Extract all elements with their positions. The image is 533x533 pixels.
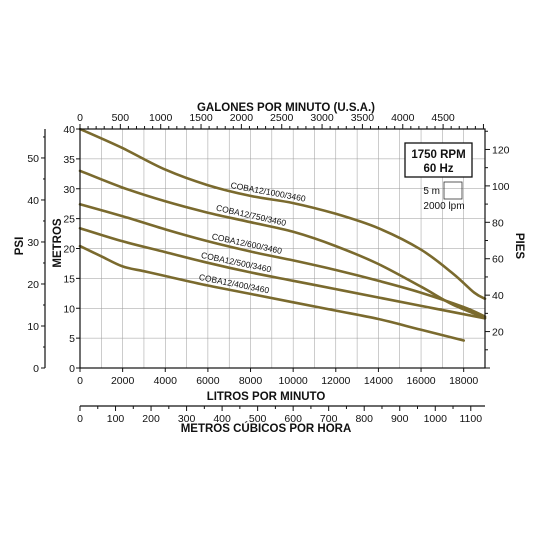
x-tick-label: 2000 — [111, 375, 135, 387]
curve-line — [78, 127, 487, 300]
curve-label: COBA12/750/3460 — [215, 203, 287, 228]
metros-axis-title: METROS — [52, 218, 64, 268]
metros-tick-label: 40 — [63, 124, 75, 136]
psi-tick-label: 10 — [27, 321, 39, 333]
metros-tick-label: 25 — [63, 214, 75, 226]
psi-tick-label: 0 — [33, 363, 39, 375]
bottom2-tick-label: 200 — [142, 413, 160, 425]
x-tick-label: 6000 — [196, 375, 220, 387]
psi-tick-label: 30 — [27, 237, 39, 249]
top-tick-label: 3000 — [310, 112, 334, 124]
pies-tick-label: 40 — [492, 290, 504, 302]
axes: 0 2000 4000 6000 8000 10000 12000 14000 16000 180… — [27, 112, 509, 425]
scale-y-label: 5 m — [423, 186, 440, 197]
curve-line — [78, 203, 487, 318]
metros-tick-label: 35 — [63, 154, 75, 166]
rpm-label: 1750 RPM — [411, 149, 465, 161]
bottom2-tick-label: 300 — [178, 413, 196, 425]
x-tick-label: 14000 — [364, 375, 393, 387]
bottom2-tick-label: 700 — [320, 413, 338, 425]
psi-tick-label: 40 — [27, 195, 39, 207]
top-tick-label: 0 — [77, 112, 83, 124]
psi-axis-title: PSI — [14, 237, 26, 256]
scale-legend: 5 m 2000 lpm — [423, 181, 465, 212]
x-tick-label: 4000 — [154, 375, 178, 387]
scale-x-label: 2000 lpm — [423, 201, 464, 212]
x-tick-label: 16000 — [406, 375, 435, 387]
x-tick-label: 0 — [77, 375, 83, 387]
scale-box — [443, 181, 463, 200]
bottom2-tick-label: 1000 — [424, 413, 448, 425]
curve-line — [78, 244, 465, 342]
bottom2-tick-label: 100 — [107, 413, 125, 425]
bottom2-tick-label: 900 — [391, 413, 409, 425]
pies-tick-label: 100 — [492, 181, 510, 193]
top-tick-label: 1000 — [149, 112, 173, 124]
psi-tick-label: 20 — [27, 279, 39, 291]
pies-tick-label: 60 — [492, 254, 504, 266]
metros-tick-label: 15 — [63, 273, 75, 285]
bottom2-tick-label: 800 — [355, 413, 373, 425]
pies-tick-label: 120 — [492, 144, 510, 156]
pies-axis-title: PIES — [513, 233, 525, 260]
bottom2-tick-label: 1100 — [459, 413, 482, 425]
curve-line — [78, 169, 487, 320]
metros-tick-label: 0 — [69, 363, 75, 375]
x-tick-label: 10000 — [279, 375, 308, 387]
hz-label: 60 Hz — [423, 163, 453, 175]
pies-tick-label: 80 — [492, 217, 504, 229]
metros-tick-label: 10 — [63, 303, 75, 315]
rpm-legend-box — [404, 142, 473, 178]
metros-tick-label: 20 — [63, 244, 75, 256]
bottom2-tick-label: 400 — [213, 413, 231, 425]
top-tick-label: 2500 — [270, 112, 294, 124]
top-tick-label: 500 — [112, 112, 130, 124]
top-tick-label: 4500 — [431, 112, 455, 124]
top-tick-label: 4000 — [391, 112, 415, 124]
bottom2-axis-title: METROS CÚBICOS POR HORA — [181, 422, 352, 435]
x-tick-label: 12000 — [321, 375, 350, 387]
bottom2-tick-label: 500 — [249, 413, 267, 425]
bottom2-tick-label: 0 — [77, 413, 83, 425]
psi-tick-label: 50 — [27, 153, 39, 165]
curve-line — [78, 226, 487, 320]
top-tick-label: 2000 — [230, 112, 254, 124]
metros-tick-label: 5 — [69, 333, 75, 345]
top-axis-title: GALONES POR MINUTO (U.S.A.) — [197, 102, 375, 114]
x-tick-label: 8000 — [239, 375, 263, 387]
top-tick-label: 1500 — [189, 112, 213, 124]
metros-tick-label: 30 — [63, 184, 75, 196]
top-tick-label: 3500 — [351, 112, 375, 124]
rpm-legend: 1750 RPM 60 Hz — [404, 142, 473, 178]
pies-tick-label: 20 — [492, 327, 504, 339]
x-axis-title: LITROS POR MINUTO — [207, 391, 326, 403]
bottom2-tick-label: 600 — [284, 413, 302, 425]
x-tick-label: 18000 — [449, 375, 478, 387]
